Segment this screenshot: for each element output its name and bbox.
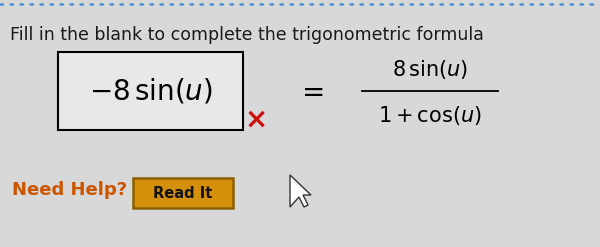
Text: $=$: $=$ (296, 77, 324, 105)
Text: Read It: Read It (154, 185, 212, 201)
Text: $8\,\sin(u)$: $8\,\sin(u)$ (392, 58, 468, 81)
Text: $1 + \cos(u)$: $1 + \cos(u)$ (378, 103, 482, 126)
FancyBboxPatch shape (58, 52, 243, 130)
Text: $\mathbf{\times}$: $\mathbf{\times}$ (244, 106, 266, 134)
FancyBboxPatch shape (133, 178, 233, 208)
Text: Fill in the blank to complete the trigonometric formula: Fill in the blank to complete the trigon… (10, 26, 484, 44)
Text: $-8\,\sin(u)$: $-8\,\sin(u)$ (89, 77, 212, 105)
Polygon shape (290, 175, 311, 207)
Text: Need Help?: Need Help? (12, 181, 127, 199)
